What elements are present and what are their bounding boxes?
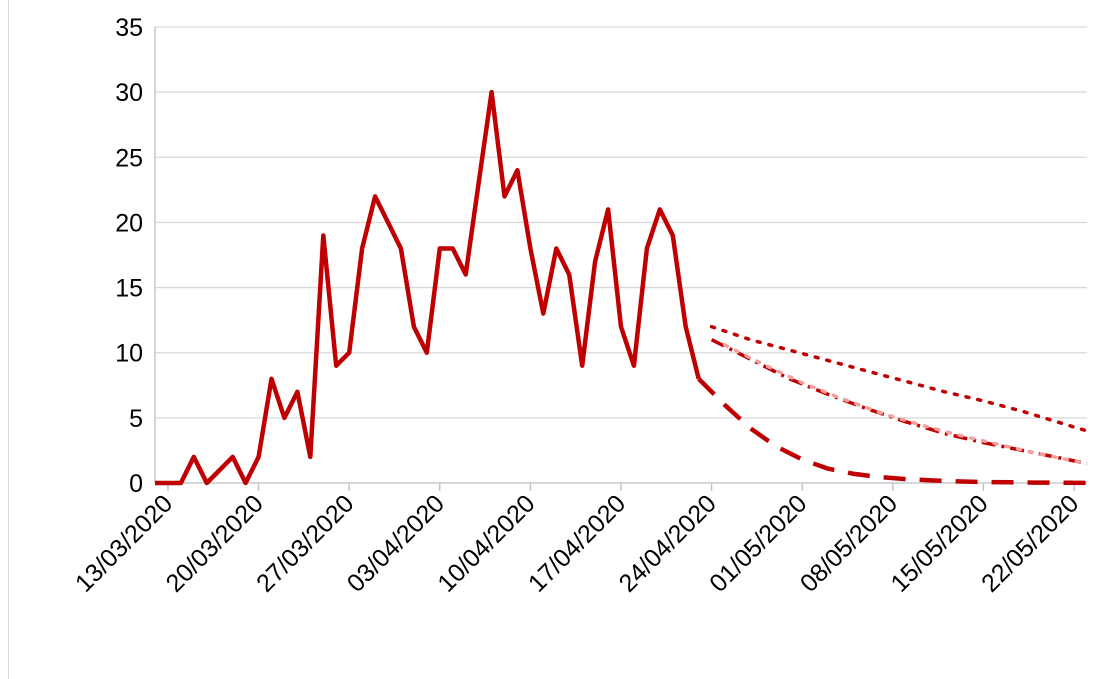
gridlines <box>155 26 1087 419</box>
y-tick-label-5: 5 <box>129 405 143 433</box>
x-tick-label-20/03/2020: 20/03/2020 <box>161 489 269 597</box>
axes <box>154 27 1087 491</box>
y-tick-label-10: 10 <box>115 340 143 368</box>
x-tick-label-13/03/2020: 13/03/2020 <box>70 489 178 597</box>
x-tick-labels: 13/03/202020/03/202027/03/202003/04/2020… <box>70 489 1084 597</box>
x-tick-label-03/04/2020: 03/04/2020 <box>342 489 450 597</box>
series-line-4-dash-dot <box>710 338 1088 466</box>
series-line-5-dotted <box>722 343 1089 466</box>
x-tick-label-15/05/2020: 15/05/2020 <box>885 489 993 597</box>
y-tick-label-35: 35 <box>115 14 143 42</box>
y-tick-labels: 0 5 10 15 20 25 30 35 <box>115 14 143 498</box>
x-tick-label-17/04/2020: 17/04/2020 <box>523 489 631 597</box>
x-tick-label-08/05/2020: 08/05/2020 <box>795 489 903 597</box>
x-tick-label-22/05/2020: 22/05/2020 <box>976 489 1084 597</box>
x-tick-label-27/03/2020: 27/03/2020 <box>251 489 359 597</box>
x-tick-label-01/05/2020: 01/05/2020 <box>704 489 812 597</box>
y-tick-label-25: 25 <box>115 144 143 172</box>
x-tick-label-10/04/2020: 10/04/2020 <box>432 489 540 597</box>
y-tick-label-0: 0 <box>129 470 143 498</box>
series-lines <box>155 89 1089 486</box>
y-tick-label-15: 15 <box>115 275 143 303</box>
y-tick-label-30: 30 <box>115 79 143 107</box>
series-line-2-dashed <box>697 377 1088 486</box>
x-tick-label-24/04/2020: 24/04/2020 <box>614 489 722 597</box>
series-line-1-solid <box>155 89 701 486</box>
frame-border <box>8 0 9 679</box>
y-tick-label-20: 20 <box>115 209 143 237</box>
series-line-3-dotted <box>709 324 1089 433</box>
